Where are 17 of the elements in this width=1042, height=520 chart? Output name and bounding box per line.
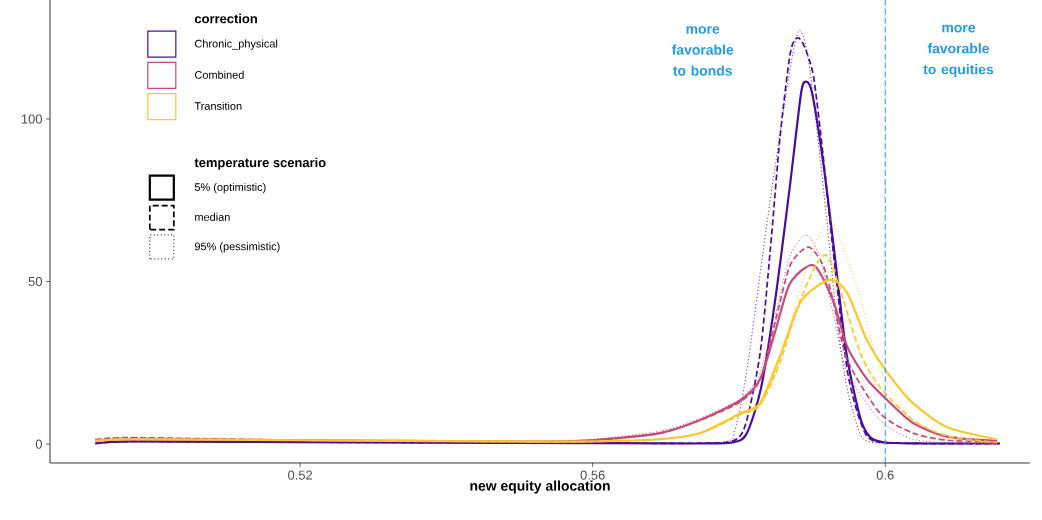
annotation: more favorable to bonds <box>671 26 734 76</box>
annotation: more favorable to equities <box>923 24 994 78</box>
legend-label: Combined <box>194 70 244 79</box>
y-tick-label: 0 <box>35 439 42 449</box>
legend-label: Chronic_physical <box>194 39 278 50</box>
annotation: temperature scenario <box>194 157 326 170</box>
x-tick-label: 0.56 <box>580 470 605 480</box>
legend-label: Transition <box>194 101 242 110</box>
legend-title: correction <box>194 13 257 24</box>
annotation: 95% (pessimistic) <box>194 242 280 253</box>
y-tick-label: 100 <box>21 114 42 124</box>
x-tick-label: 0.6 <box>876 470 894 480</box>
annotation: 5% (optimistic) <box>194 182 266 194</box>
annotation: median <box>195 212 230 221</box>
x-tick-label: 0.52 <box>288 470 313 480</box>
y-tick-label: 50 <box>28 276 42 287</box>
x-axis-title: new equity allocation <box>470 480 610 494</box>
